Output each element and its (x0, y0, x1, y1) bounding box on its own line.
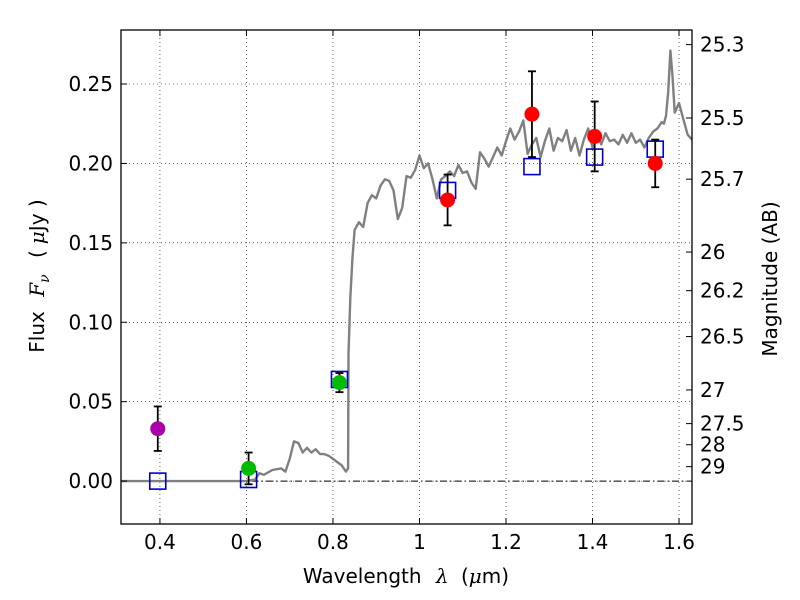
magnitude-tick-label: 25.7 (700, 167, 745, 191)
model-photometry-square (148, 472, 167, 490)
model-photometry-square (523, 157, 541, 176)
y-tick-label: 0.20 (68, 151, 113, 175)
y-axis-label: Flux Fν (μJy ) (25, 199, 54, 352)
observed-flux-point (241, 460, 257, 476)
observed-flux-point (587, 128, 603, 144)
magnitude-tick-label: 27.5 (700, 412, 745, 436)
x-tick-label: 0.8 (317, 530, 349, 554)
magnitude-tick-label: 26 (700, 240, 725, 264)
observed-flux-point (647, 155, 663, 171)
grid-lines (121, 30, 692, 524)
y-tick-label: 0.25 (68, 72, 113, 96)
magnitude-tick-label: 28 (700, 433, 725, 457)
magnitude-tick-label: 25.5 (700, 106, 745, 130)
magnitude-tick-label: 26.2 (700, 279, 745, 303)
y-tick-label: 0.00 (68, 469, 113, 493)
observed-flux-point (524, 106, 540, 122)
x-tick-label: 1.4 (577, 530, 609, 554)
observed-flux-point (150, 421, 166, 437)
axis-ticks: 0.4 0.6 0.8 1 1.2 1.4 1.6 0.00 0.05 0.10 0.15 0.20 0… (68, 30, 745, 554)
magnitude-tick-label: 26.5 (700, 325, 745, 349)
y-tick-label: 0.05 (68, 390, 113, 414)
x-tick-label: 1.2 (490, 530, 522, 554)
magnitude-tick-label: 25.3 (700, 33, 745, 57)
y-tick-label: 0.10 (68, 310, 113, 334)
right-axis-label: Magnitude (AB) (758, 201, 782, 356)
observed-photometry-points (150, 70, 663, 486)
model-spectrum-line (121, 49, 693, 483)
x-tick-label: 0.4 (144, 530, 176, 554)
x-tick-label: 0.6 (231, 530, 263, 554)
x-tick-label: 1.6 (663, 530, 695, 554)
x-tick-label: 1 (413, 530, 426, 554)
magnitude-tick-label: 27 (700, 378, 725, 402)
y-tick-label: 0.15 (68, 231, 113, 255)
plot-frame (120, 29, 693, 525)
observed-flux-point (331, 375, 347, 391)
x-axis-label: Wavelength λ (μm) (303, 564, 509, 588)
model-photometry-points (148, 140, 665, 490)
magnitude-tick-label: 29 (700, 455, 725, 479)
observed-flux-point (440, 192, 456, 208)
